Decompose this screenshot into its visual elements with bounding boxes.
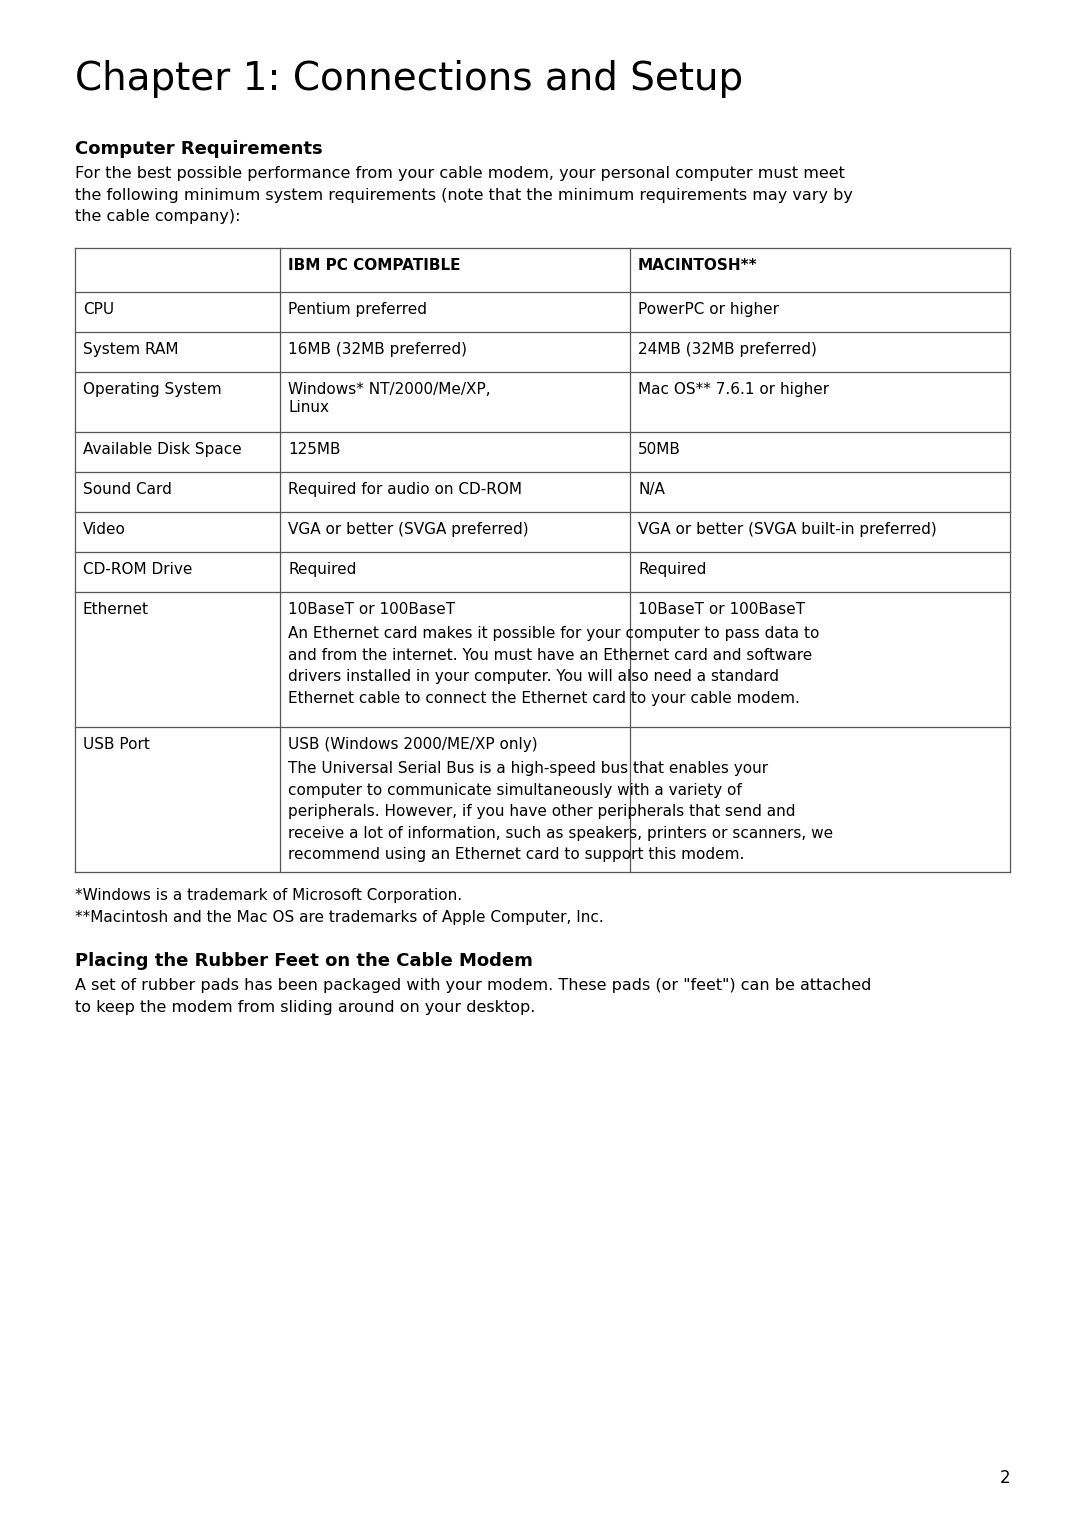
Text: 10BaseT or 100BaseT: 10BaseT or 100BaseT [638, 602, 805, 617]
Text: VGA or better (SVGA preferred): VGA or better (SVGA preferred) [288, 522, 528, 538]
Text: IBM PC COMPATIBLE: IBM PC COMPATIBLE [288, 258, 460, 273]
Text: Computer Requirements: Computer Requirements [75, 140, 323, 157]
Text: Pentium preferred: Pentium preferred [288, 302, 427, 318]
Text: Linux: Linux [288, 400, 329, 415]
Text: For the best possible performance from your cable modem, your personal computer : For the best possible performance from y… [75, 166, 853, 224]
Text: Ethernet: Ethernet [83, 602, 149, 617]
Text: CPU: CPU [83, 302, 114, 318]
Text: Windows* NT/2000/Me/XP,: Windows* NT/2000/Me/XP, [288, 382, 490, 397]
Text: 10BaseT or 100BaseT: 10BaseT or 100BaseT [288, 602, 455, 617]
Text: Sound Card: Sound Card [83, 483, 172, 496]
Text: Mac OS** 7.6.1 or higher: Mac OS** 7.6.1 or higher [638, 382, 829, 397]
Text: N/A: N/A [638, 483, 665, 496]
Text: USB Port: USB Port [83, 738, 150, 751]
Text: Chapter 1: Connections and Setup: Chapter 1: Connections and Setup [75, 60, 743, 98]
Text: CD-ROM Drive: CD-ROM Drive [83, 562, 192, 577]
Text: PowerPC or higher: PowerPC or higher [638, 302, 779, 318]
Text: 24MB (32MB preferred): 24MB (32MB preferred) [638, 342, 816, 357]
Text: VGA or better (SVGA built-in preferred): VGA or better (SVGA built-in preferred) [638, 522, 936, 538]
Text: 50MB: 50MB [638, 441, 680, 457]
Text: **Macintosh and the Mac OS are trademarks of Apple Computer, Inc.: **Macintosh and the Mac OS are trademark… [75, 910, 604, 925]
Text: The Universal Serial Bus is a high-speed bus that enables your
computer to commu: The Universal Serial Bus is a high-speed… [288, 760, 833, 863]
Text: MACINTOSH**: MACINTOSH** [638, 258, 758, 273]
Text: USB (Windows 2000/ME/XP only): USB (Windows 2000/ME/XP only) [288, 738, 538, 751]
Text: 2: 2 [999, 1469, 1010, 1487]
Text: Required for audio on CD-ROM: Required for audio on CD-ROM [288, 483, 522, 496]
Text: Video: Video [83, 522, 126, 538]
Text: Required: Required [638, 562, 706, 577]
Text: A set of rubber pads has been packaged with your modem. These pads (or "feet") c: A set of rubber pads has been packaged w… [75, 977, 872, 1014]
Text: *Windows is a trademark of Microsoft Corporation.: *Windows is a trademark of Microsoft Cor… [75, 889, 462, 902]
Text: System RAM: System RAM [83, 342, 178, 357]
Text: 16MB (32MB preferred): 16MB (32MB preferred) [288, 342, 467, 357]
Text: Operating System: Operating System [83, 382, 221, 397]
Text: Required: Required [288, 562, 356, 577]
Text: 125MB: 125MB [288, 441, 340, 457]
Text: An Ethernet card makes it possible for your computer to pass data to
and from th: An Ethernet card makes it possible for y… [288, 626, 820, 705]
Text: Placing the Rubber Feet on the Cable Modem: Placing the Rubber Feet on the Cable Mod… [75, 951, 532, 970]
Text: Available Disk Space: Available Disk Space [83, 441, 242, 457]
